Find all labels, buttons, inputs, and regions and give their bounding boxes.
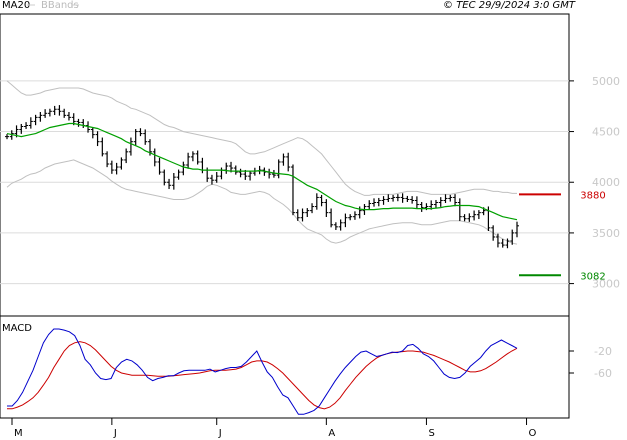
bband-lower-line bbox=[6, 159, 518, 245]
ma-legend-label: MA20 bbox=[2, 0, 30, 11]
price-tick-label: 5000 bbox=[592, 75, 620, 88]
price-tick-label: 3000 bbox=[592, 278, 620, 291]
macd-tick-label: -20 bbox=[594, 345, 612, 358]
macd-tick-label: -60 bbox=[594, 367, 612, 380]
price-tick-label: 3500 bbox=[592, 227, 620, 240]
resistance-level-label: 3880 bbox=[580, 190, 605, 201]
price-tick-label: 4000 bbox=[592, 176, 620, 189]
x-axis-label: A bbox=[328, 428, 335, 439]
price-tick-label: 4500 bbox=[592, 126, 620, 139]
x-axis-label: J bbox=[218, 428, 222, 439]
macd-title: MACD bbox=[2, 323, 32, 334]
x-axis-label: S bbox=[428, 428, 434, 439]
signal-line bbox=[7, 341, 518, 410]
x-axis-label: J bbox=[113, 428, 117, 439]
ma20-line bbox=[6, 122, 518, 221]
x-axis-label: O bbox=[529, 428, 537, 439]
bbands-legend-label: BBands bbox=[41, 0, 79, 11]
x-axis-label: M bbox=[14, 428, 23, 439]
bband-upper-line bbox=[6, 80, 517, 196]
support-level-label: 3082 bbox=[580, 271, 605, 282]
copyright-text: © TEC 29/9/2024 3:0 GMT bbox=[443, 0, 576, 11]
macd-line bbox=[7, 328, 518, 415]
chart-frame bbox=[0, 13, 570, 419]
